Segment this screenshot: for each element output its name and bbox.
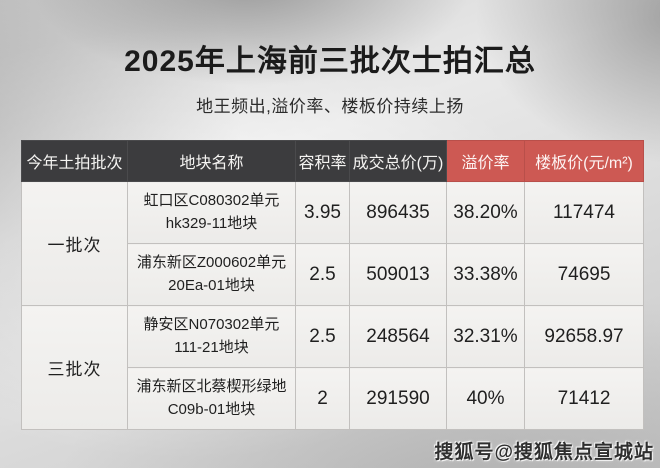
column-header-plot-name: 地块名称 xyxy=(127,140,296,182)
plot-name-text: 静安区N070302单元 111-21地块 xyxy=(143,316,280,356)
table-row: 一批次 虹口区C080302单元 hk329-11地块 3.95 896435 … xyxy=(21,181,644,306)
plot-name-cell: 静安区N070302单元 111-21地块 xyxy=(127,305,296,368)
batch-label-cell: 三批次 xyxy=(21,305,128,430)
total-price-cell: 509013 xyxy=(349,243,447,306)
column-header-total-price: 成交总价(万) xyxy=(349,140,447,182)
plot-name-text: 浦东新区Z000602单元 20Ea-01地块 xyxy=(136,254,287,294)
premium-rate-cell: 40% xyxy=(446,367,525,430)
total-price-cell: 291590 xyxy=(349,367,447,430)
plot-ratio-cell: 3.95 xyxy=(295,181,350,244)
page-subtitle: 地王频出,溢价率、楼板价持续上扬 xyxy=(196,97,464,116)
premium-rate-cell: 38.20% xyxy=(446,181,525,244)
floor-price-cell: 71412 xyxy=(524,367,644,430)
column-header-premium-rate: 溢价率 xyxy=(446,140,525,182)
column-header-batch: 今年土拍批次 xyxy=(21,140,128,182)
column-header-floor-price: 楼板价(元/m²) xyxy=(524,140,644,182)
plot-name-text: 虹口区C080302单元 hk329-11地块 xyxy=(143,192,280,232)
floor-price-cell: 74695 xyxy=(524,243,644,306)
plot-ratio-cell: 2.5 xyxy=(295,243,350,306)
column-header-plot-ratio: 容积率 xyxy=(295,140,350,182)
plot-ratio-cell: 2 xyxy=(295,367,350,430)
plot-name-cell: 浦东新区北蔡楔形绿地 C09b-01地块 xyxy=(127,367,296,430)
premium-rate-cell: 33.38% xyxy=(446,243,525,306)
header-row: 今年土拍批次 地块名称 容积率 成交总价(万) 溢价率 楼板价(元/m²) xyxy=(21,140,644,182)
premium-rate-cell: 32.31% xyxy=(446,305,525,368)
sohu-watermark: 搜狐号@搜狐焦点宣城站 xyxy=(434,442,654,463)
plot-ratio-cell: 2.5 xyxy=(295,305,350,368)
page-title: 2025年上海前三批次士拍汇总 xyxy=(124,45,536,78)
land-auction-table: 今年土拍批次 地块名称 容积率 成交总价(万) 溢价率 楼板价(元/m²) 一批… xyxy=(21,140,644,430)
batch-label-cell: 一批次 xyxy=(21,181,128,306)
table-row: 浦东新区北蔡楔形绿地 C09b-01地块 2 291590 40% 71412 xyxy=(22,367,644,430)
table-row: 三批次 静安区N070302单元 111-21地块 2.5 248564 32.… xyxy=(21,305,644,430)
plot-name-cell: 虹口区C080302单元 hk329-11地块 xyxy=(127,181,296,244)
total-price-cell: 896435 xyxy=(349,181,447,244)
plot-name-text: 浦东新区北蔡楔形绿地 C09b-01地块 xyxy=(136,378,287,418)
floor-price-cell: 117474 xyxy=(524,181,644,244)
table-row: 浦东新区Z000602单元 20Ea-01地块 2.5 509013 33.38… xyxy=(22,243,644,306)
total-price-cell: 248564 xyxy=(349,305,447,368)
plot-name-cell: 浦东新区Z000602单元 20Ea-01地块 xyxy=(127,243,296,306)
floor-price-cell: 92658.97 xyxy=(524,305,644,368)
